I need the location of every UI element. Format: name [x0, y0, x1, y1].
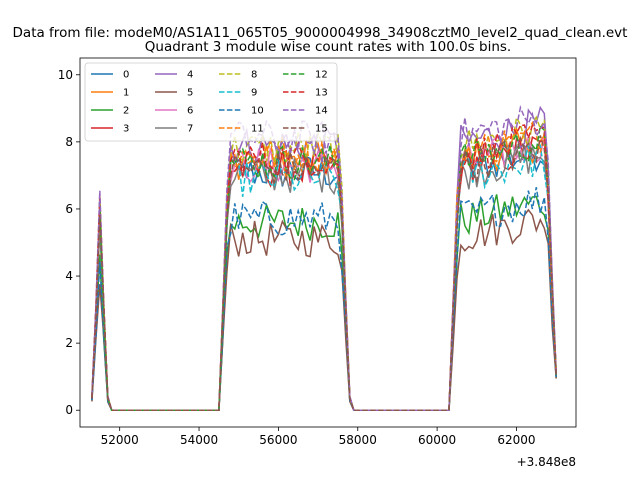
legend-label-14: 14 — [315, 106, 328, 117]
legend-label-2: 2 — [123, 106, 129, 117]
legend-label-7: 7 — [187, 124, 193, 135]
x-tick-label: 58000 — [339, 433, 377, 447]
x-axis: 52000 54000 56000 58000 60000 62000 — [101, 427, 536, 447]
y-tick-label: 0 — [65, 403, 73, 417]
x-offset-label: +3.848e8 — [517, 455, 576, 469]
figure-suptitle: Data from file: modeM0/AS1A11_065T05_900… — [13, 25, 628, 41]
x-tick-label: 60000 — [418, 433, 456, 447]
x-tick-label: 56000 — [259, 433, 297, 447]
legend-label-3: 3 — [123, 124, 129, 135]
y-tick-label: 2 — [65, 336, 73, 350]
legend-label-6: 6 — [187, 106, 193, 117]
x-tick-label: 54000 — [180, 433, 218, 447]
legend-label-0: 0 — [123, 70, 129, 81]
legend-label-15: 15 — [315, 124, 328, 135]
y-tick-label: 10 — [58, 68, 73, 82]
chart-title: Quadrant 3 module wise count rates with … — [145, 39, 511, 55]
legend-label-5: 5 — [187, 88, 193, 99]
legend-label-4: 4 — [187, 70, 193, 81]
axes-frame — [79, 57, 577, 428]
legend-label-10: 10 — [251, 106, 264, 117]
legend-box — [84, 62, 338, 142]
legend-label-1: 1 — [123, 88, 129, 99]
series-12-line — [91, 124, 557, 411]
y-tick-label: 6 — [65, 202, 73, 216]
y-tick-label: 8 — [65, 135, 73, 149]
legend-label-9: 9 — [251, 88, 257, 99]
legend-label-12: 12 — [315, 70, 328, 81]
legend-label-11: 11 — [251, 124, 264, 135]
series-15-line — [91, 135, 557, 411]
legend-label-13: 13 — [315, 88, 328, 99]
y-tick-label: 4 — [65, 269, 73, 283]
series-10-line — [91, 187, 557, 411]
x-tick-label: 62000 — [497, 433, 535, 447]
y-axis: 0 2 4 6 8 10 — [58, 68, 80, 417]
legend-label-8: 8 — [251, 70, 257, 81]
x-tick-label: 52000 — [101, 433, 139, 447]
